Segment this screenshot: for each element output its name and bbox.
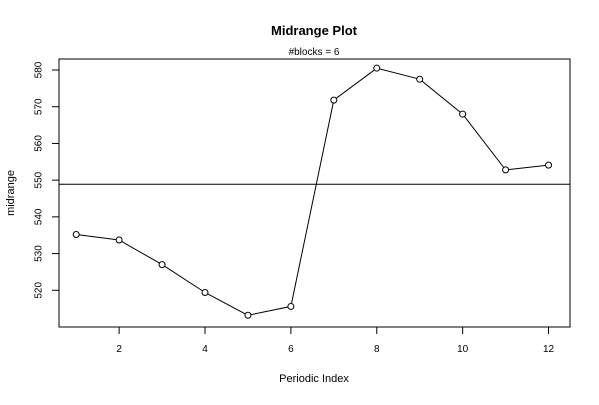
x-tick-label: 2	[116, 344, 122, 355]
data-point	[502, 166, 510, 174]
x-axis: 2 4 6 8 10 12	[116, 326, 555, 355]
y-tick-label: 540	[34, 208, 45, 225]
data-point	[545, 161, 553, 169]
y-tick-label: 560	[34, 135, 45, 152]
data-point	[416, 75, 424, 83]
y-tick-label: 570	[34, 98, 45, 115]
data-point	[459, 110, 467, 118]
x-tick-label: 10	[457, 344, 469, 355]
y-tick-label: 530	[34, 245, 45, 262]
data-point	[287, 302, 295, 310]
data-points	[72, 64, 553, 319]
x-tick-label: 6	[288, 344, 294, 355]
data-point	[201, 288, 209, 296]
chart-title: Midrange Plot	[271, 23, 358, 38]
data-point	[72, 230, 80, 238]
y-tick-label: 520	[34, 282, 45, 299]
chart-subtitle: #blocks = 6	[289, 47, 340, 58]
x-axis-title: Periodic Index	[279, 373, 349, 385]
data-point	[244, 311, 252, 319]
midrange-series-line	[76, 67, 549, 316]
data-point	[158, 261, 166, 269]
x-tick-label: 12	[543, 344, 555, 355]
y-tick-label: 550	[34, 171, 45, 188]
data-point	[115, 236, 123, 244]
data-point	[330, 96, 338, 104]
y-axis: 520 530 540 550 560 570 580	[34, 61, 60, 299]
data-point	[373, 64, 381, 72]
y-axis-title: midrange	[5, 170, 17, 216]
x-tick-label: 4	[202, 344, 208, 355]
x-tick-label: 8	[374, 344, 380, 355]
y-tick-label: 580	[34, 61, 45, 78]
